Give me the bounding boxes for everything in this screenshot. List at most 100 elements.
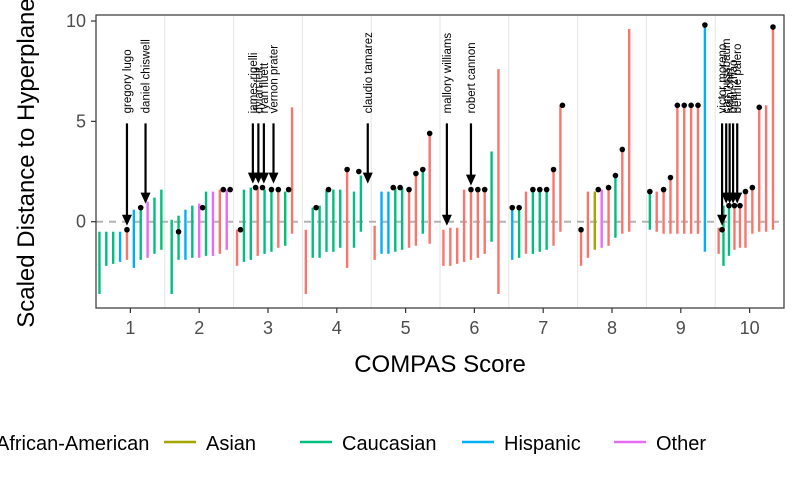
data-point	[605, 184, 612, 191]
data-point	[390, 184, 397, 191]
annotation-arrow-head	[465, 174, 476, 186]
plot-frame	[95, 14, 785, 309]
data-point	[726, 202, 732, 209]
data-point	[259, 184, 266, 191]
grid-lines	[164, 15, 716, 308]
y-tick-label: 5	[76, 111, 86, 131]
data-point	[344, 166, 350, 173]
annotation-arrow-head	[258, 172, 269, 184]
x-tick-label: 2	[194, 318, 204, 338]
x-tick-label: 4	[332, 318, 342, 338]
legend-label: Asian	[206, 433, 256, 455]
annotation-label: carl nussbaum	[721, 39, 733, 114]
x-axis-label: COMPAS Score	[354, 351, 526, 378]
data-point	[619, 146, 626, 153]
annotation-label: james rigelli	[248, 53, 260, 115]
data-point	[667, 174, 674, 181]
x-tick-label: 7	[538, 318, 548, 338]
annotation-label: dylan felt	[253, 67, 265, 114]
data-point	[550, 166, 557, 173]
data-point	[268, 186, 275, 193]
data-point	[647, 188, 653, 195]
annotation-label: daniel chiswell	[141, 39, 153, 113]
legend: African-American Asian Caucasian Hispanic Ot…	[0, 433, 706, 455]
annotation-label: brian zhao	[728, 60, 740, 114]
data-point	[252, 184, 259, 191]
x-tick-label: 5	[401, 318, 411, 338]
data-point	[595, 186, 602, 193]
panel-border	[95, 14, 785, 309]
x-tick-label: 1	[125, 318, 135, 338]
data-point	[468, 186, 474, 193]
x-tick-label: 3	[263, 318, 273, 338]
legend-label: Other	[656, 433, 706, 455]
annotation-label: victor moreno	[717, 44, 729, 114]
data-point	[481, 186, 488, 193]
data-point	[475, 186, 481, 193]
data-point	[530, 186, 536, 193]
legend-label: African-American	[0, 433, 149, 455]
annotation-label: gregory lugo	[122, 49, 134, 113]
data-point	[674, 102, 681, 109]
annotation-label: claudio tamarez	[363, 32, 375, 113]
data-point	[325, 186, 332, 193]
data-point	[516, 204, 522, 211]
legend-label: Hispanic	[504, 433, 581, 455]
data-point	[137, 204, 144, 211]
data-point	[731, 202, 738, 209]
annotation-arrow-head	[717, 214, 728, 226]
x-tick-label: 8	[607, 318, 617, 338]
annotation-label: vernon prater	[269, 45, 281, 114]
data-point	[413, 170, 419, 177]
x-tick-label: 9	[676, 318, 686, 338]
annotation-arrow-head	[732, 192, 743, 204]
annotations: gregory lugo daniel chiswell james rigelli…	[121, 32, 744, 226]
data-point	[509, 204, 516, 211]
annotation-label: robert cannon	[466, 42, 478, 113]
data-point	[313, 204, 319, 211]
data-point	[742, 188, 749, 195]
data-point	[275, 186, 282, 193]
data-point	[227, 186, 233, 193]
data-point	[426, 130, 433, 137]
data-point	[756, 104, 763, 111]
annotation-label: bennie palero	[732, 44, 744, 114]
data-point	[749, 184, 756, 191]
data-point	[397, 184, 403, 191]
y-axis-label: Scaled Distance to Hyperplane	[13, 0, 40, 328]
data-point	[124, 226, 130, 233]
data-point	[536, 186, 543, 193]
axes: 1 2 3 4 5 6 7 8 9 10 0 5 10	[66, 11, 760, 338]
data-point	[559, 102, 566, 109]
data-point	[420, 166, 426, 173]
series-segments	[98, 25, 775, 294]
annotation-arrow-head	[121, 214, 132, 226]
annotation-label: mallory williams	[442, 33, 454, 114]
data-point	[770, 24, 776, 30]
data-point	[737, 202, 743, 209]
data-point	[199, 204, 206, 211]
annotation-arrow-head	[441, 214, 452, 226]
data-point	[220, 186, 227, 193]
data-point	[175, 228, 182, 235]
data-point	[660, 186, 667, 193]
annotation-arrow-head	[268, 172, 279, 184]
legend-label: Caucasian	[342, 433, 437, 455]
data-point	[578, 226, 584, 233]
x-tick-label: 6	[469, 318, 479, 338]
data-point	[695, 102, 701, 109]
data-point	[543, 186, 550, 193]
data-point	[681, 102, 688, 109]
x-tick-label: 10	[740, 318, 760, 338]
data-point	[285, 186, 292, 193]
annotation-arrow-head	[362, 172, 373, 184]
y-tick-label: 0	[76, 212, 86, 232]
data-point	[719, 226, 725, 233]
annotation-label: ivan chin	[725, 68, 737, 113]
annotation-arrow-head	[140, 192, 151, 204]
y-tick-label: 10	[66, 11, 86, 31]
annotation-label: ryan fluett	[259, 62, 271, 113]
data-point	[612, 172, 619, 179]
